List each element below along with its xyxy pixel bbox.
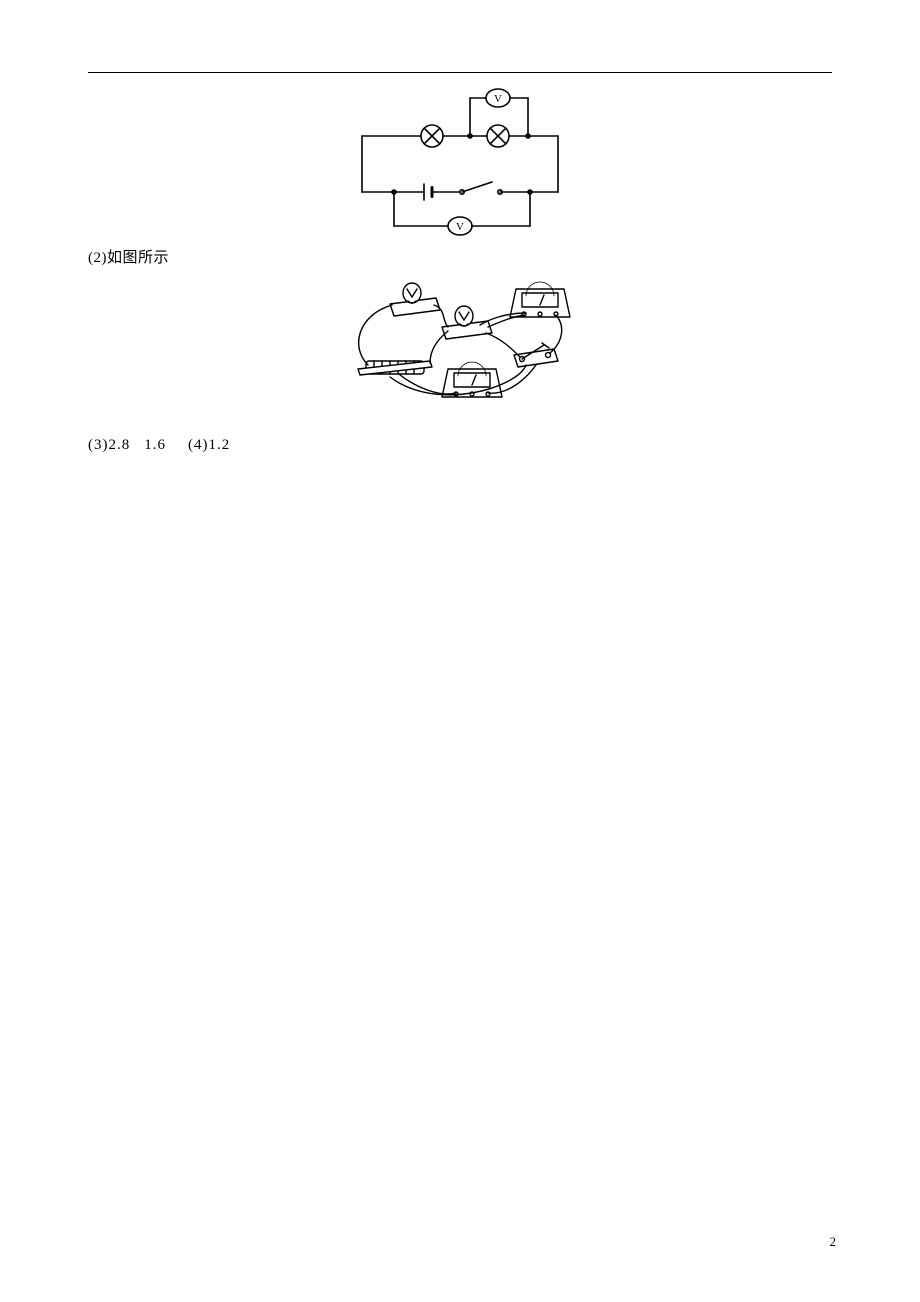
ans3-prefix: (3) (88, 437, 109, 454)
header-rule (88, 72, 832, 73)
answers-line: (3)2.8 1.6 (4)1.2 (88, 437, 832, 454)
page-number: 2 (830, 1234, 837, 1250)
ans3-val1: 2.8 (109, 437, 131, 454)
wiring-figure-wrap (88, 269, 832, 429)
ans4-prefix: (4) (188, 437, 209, 454)
part2-label: (2)如图所示 (88, 246, 832, 267)
ans3-val2: 1.6 (144, 437, 166, 454)
voltmeter-top-label: V (494, 93, 502, 105)
page-content: V V (2)如图所示 (88, 80, 832, 454)
circuit-figure-wrap: V V (88, 80, 832, 240)
ans4-val1: 1.2 (209, 437, 231, 454)
circuit-schematic: V V (340, 80, 580, 240)
wiring-illustration (330, 269, 590, 429)
voltmeter-bottom-label: V (456, 221, 464, 233)
